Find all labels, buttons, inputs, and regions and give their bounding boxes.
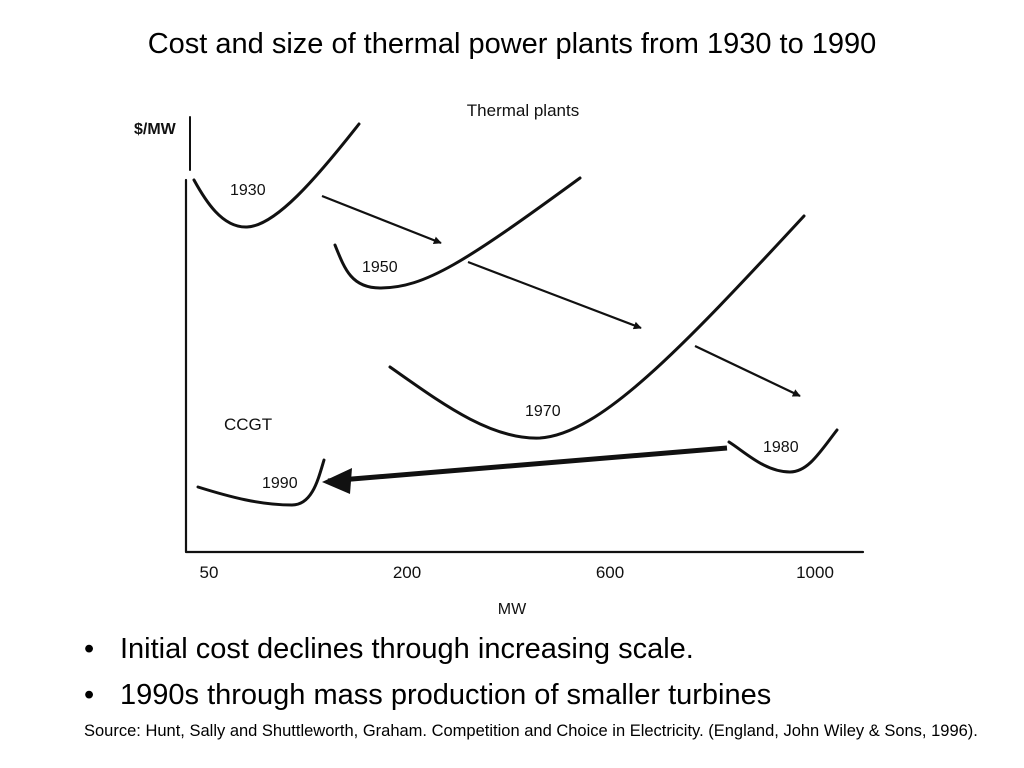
series-label-1950: 1950 <box>362 259 398 276</box>
y-x-axis-lines <box>184 178 865 554</box>
thermal-plants-chart: 1930 1950 1970 1980 1990 Thermal plants $/MW MW… <box>134 101 865 618</box>
source-citation: Source: Hunt, Sally and Shuttleworth, Gr… <box>84 722 978 740</box>
x-tick-label: 1000 <box>796 563 834 582</box>
y-axis-label: $/MW <box>134 121 177 138</box>
bullet-text: Initial cost declines through increasing… <box>120 633 694 665</box>
chart-title: Thermal plants <box>467 101 579 120</box>
chart-curves <box>192 122 839 507</box>
bullet-text: 1990s through mass production of smaller… <box>120 679 772 711</box>
chart-labels: 1930 1950 1970 1980 1990 Thermal plants $/MW MW… <box>134 101 834 618</box>
chart-axes <box>184 116 865 554</box>
cost-curve-1990 <box>196 458 326 507</box>
cost-curve-1930 <box>192 122 361 229</box>
x-tick-label: 50 <box>200 563 219 582</box>
annotation-ccgt: CCGT <box>224 415 272 434</box>
bullet-item: • Initial cost declines through increasin… <box>84 626 771 672</box>
x-axis-label: MW <box>498 601 527 618</box>
arrow-1930-to-1950 <box>321 194 442 245</box>
bullet-item: • 1990s through mass production of smalle… <box>84 672 771 718</box>
chart-arrows <box>321 194 801 494</box>
series-label-1980: 1980 <box>763 439 799 456</box>
cost-curve-1980 <box>727 428 839 474</box>
x-tick-label: 600 <box>596 563 624 582</box>
arrow-1980-to-1990 <box>327 445 728 484</box>
bullet-glyph: • <box>84 633 95 665</box>
slide-title: Cost and size of thermal power plants fr… <box>147 28 877 60</box>
series-label-1970: 1970 <box>525 403 561 420</box>
cost-curve-1950 <box>333 176 582 290</box>
arrow-head-1980-to-1990 <box>322 468 352 494</box>
series-label-1990: 1990 <box>262 475 298 492</box>
series-label-1930: 1930 <box>230 182 266 199</box>
cost-curve-1970 <box>388 214 806 440</box>
bullet-list: • Initial cost declines through increasin… <box>84 626 771 718</box>
arrow-1970-to-1980 <box>694 345 801 397</box>
bullet-glyph: • <box>84 679 95 711</box>
x-tick-label: 200 <box>393 563 421 582</box>
arrow-1950-to-1970 <box>467 260 642 330</box>
